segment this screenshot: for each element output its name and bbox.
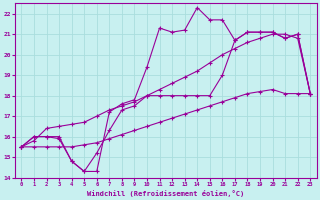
X-axis label: Windchill (Refroidissement éolien,°C): Windchill (Refroidissement éolien,°C)	[87, 190, 244, 197]
